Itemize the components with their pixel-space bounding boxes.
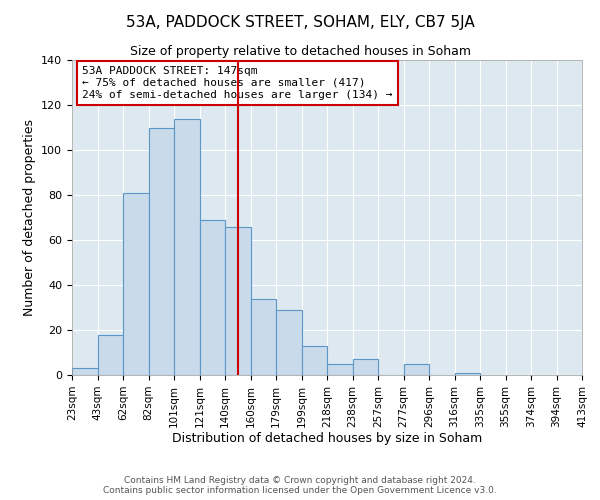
Text: 53A PADDOCK STREET: 147sqm
← 75% of detached houses are smaller (417)
24% of sem: 53A PADDOCK STREET: 147sqm ← 75% of deta…: [82, 66, 392, 100]
Bar: [353, 359, 378, 375]
Bar: [225, 226, 251, 375]
Bar: [72, 368, 97, 375]
Bar: [276, 310, 302, 375]
Bar: [251, 298, 276, 375]
Bar: [174, 118, 199, 375]
X-axis label: Distribution of detached houses by size in Soham: Distribution of detached houses by size …: [172, 432, 482, 446]
Bar: [149, 128, 174, 375]
Bar: [327, 364, 353, 375]
Text: 53A, PADDOCK STREET, SOHAM, ELY, CB7 5JA: 53A, PADDOCK STREET, SOHAM, ELY, CB7 5JA: [125, 15, 475, 30]
Bar: [97, 334, 123, 375]
Y-axis label: Number of detached properties: Number of detached properties: [23, 119, 35, 316]
Text: Contains HM Land Registry data © Crown copyright and database right 2024.
Contai: Contains HM Land Registry data © Crown c…: [103, 476, 497, 495]
Bar: [404, 364, 429, 375]
Bar: [302, 346, 327, 375]
Bar: [123, 192, 149, 375]
Bar: [199, 220, 225, 375]
Text: Size of property relative to detached houses in Soham: Size of property relative to detached ho…: [130, 45, 470, 58]
Bar: [455, 373, 480, 375]
